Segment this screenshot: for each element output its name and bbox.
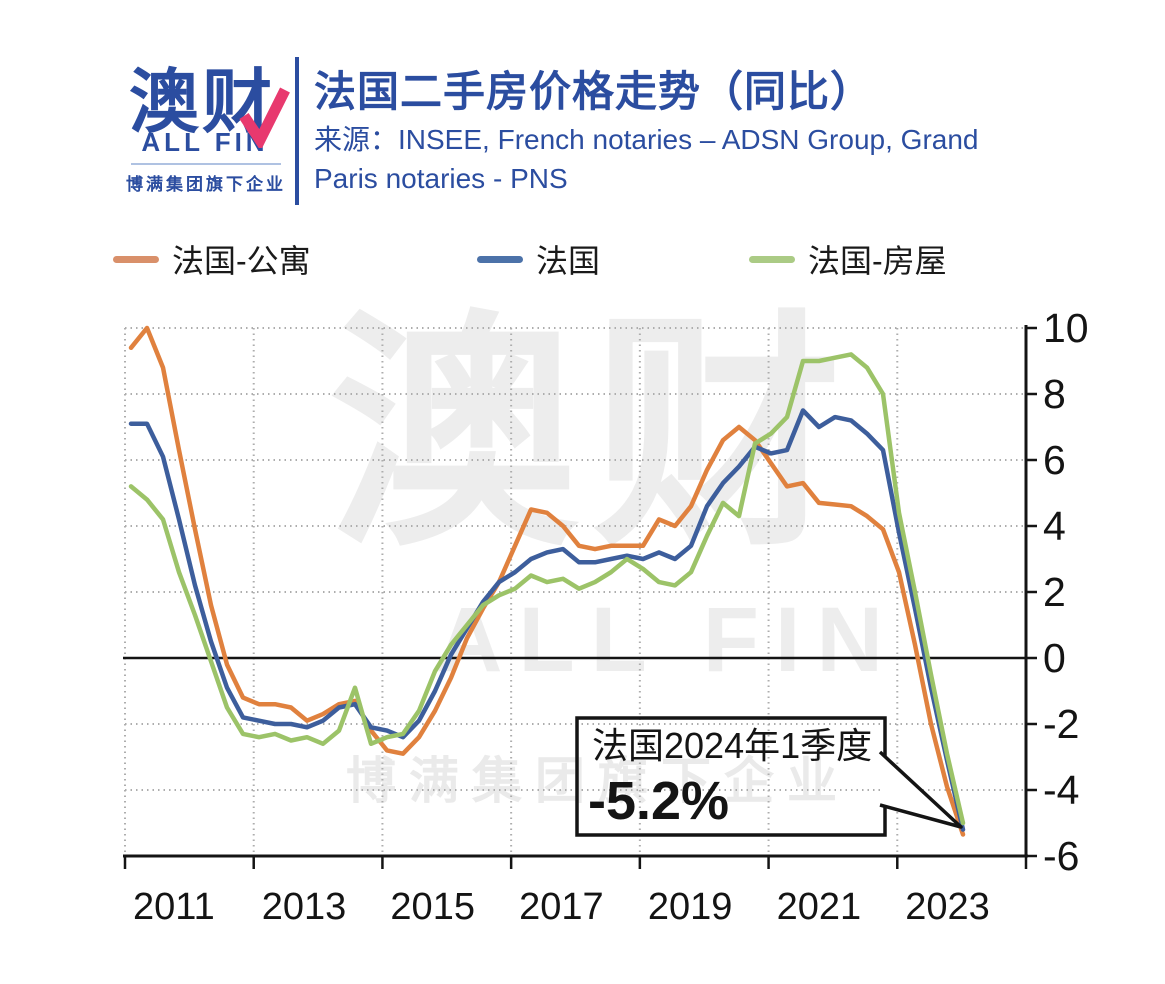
- legend-swatch-france: [477, 255, 523, 263]
- y-tick-label: 10: [1043, 305, 1089, 351]
- y-tick-label: 4: [1043, 503, 1066, 549]
- y-tick-label: 8: [1043, 371, 1066, 417]
- logo-check-stroke: [239, 87, 290, 148]
- logo-tagline: 博满集团旗下企业: [126, 175, 286, 194]
- callout-label: 法国2024年1季度: [592, 725, 872, 766]
- header-vertical-divider: [295, 57, 299, 205]
- legend-swatch-houses: [749, 255, 795, 263]
- legend-label-france: 法国: [536, 243, 601, 279]
- page-title: 法国二手房价格走势（同比）: [314, 68, 874, 115]
- series-line-法国-房屋: [128, 352, 966, 826]
- series-line-法国: [128, 408, 966, 832]
- logo-divider-rule: [131, 163, 281, 165]
- y-tick-label: -2: [1043, 701, 1079, 747]
- legend-item-houses: 法国-房屋: [749, 236, 947, 282]
- source-line-2: Paris notaries - PNS: [314, 163, 568, 194]
- y-tick-label: -6: [1043, 833, 1079, 879]
- x-tick-label: 2019: [648, 886, 733, 928]
- logo-check-icon: [239, 87, 290, 148]
- source-line-1: 来源：INSEE, French notaries – ADSN Group, …: [314, 124, 979, 155]
- y-tick-label: -4: [1043, 767, 1079, 813]
- x-tick-label: 2023: [905, 886, 990, 928]
- x-tick-label: 2015: [390, 886, 475, 928]
- y-tick-label: 6: [1043, 437, 1066, 483]
- legend-swatch-apartments: [113, 255, 159, 263]
- logo-subtext: ALL FIN: [141, 127, 269, 157]
- callout-value: -5.2%: [588, 771, 729, 831]
- legend-item-france: 法国: [477, 236, 600, 282]
- legend-item-apartments: 法国-公寓: [113, 236, 311, 282]
- x-tick-label: 2011: [133, 886, 215, 928]
- x-tick-label: 2013: [262, 886, 347, 928]
- watermark-wordmark: 澳财: [328, 295, 856, 574]
- x-tick-label: 2017: [519, 886, 604, 928]
- series-line-法国-公寓: [128, 325, 966, 837]
- legend-label-houses: 法国-房屋: [808, 243, 947, 279]
- source-text: 来源：INSEE, French notaries – ADSN Group, …: [314, 120, 978, 198]
- annotation-callout: 法国2024年1季度 -5.2%: [575, 716, 963, 837]
- y-tick-label: 0: [1043, 635, 1066, 681]
- y-tick-label: 2: [1043, 569, 1066, 615]
- callout-pointer: [878, 750, 963, 829]
- x-tick-label: 2021: [777, 886, 862, 928]
- watermark-tagline: 博满集团旗下企业: [346, 753, 850, 809]
- legend-label-apartments: 法国-公寓: [172, 243, 311, 279]
